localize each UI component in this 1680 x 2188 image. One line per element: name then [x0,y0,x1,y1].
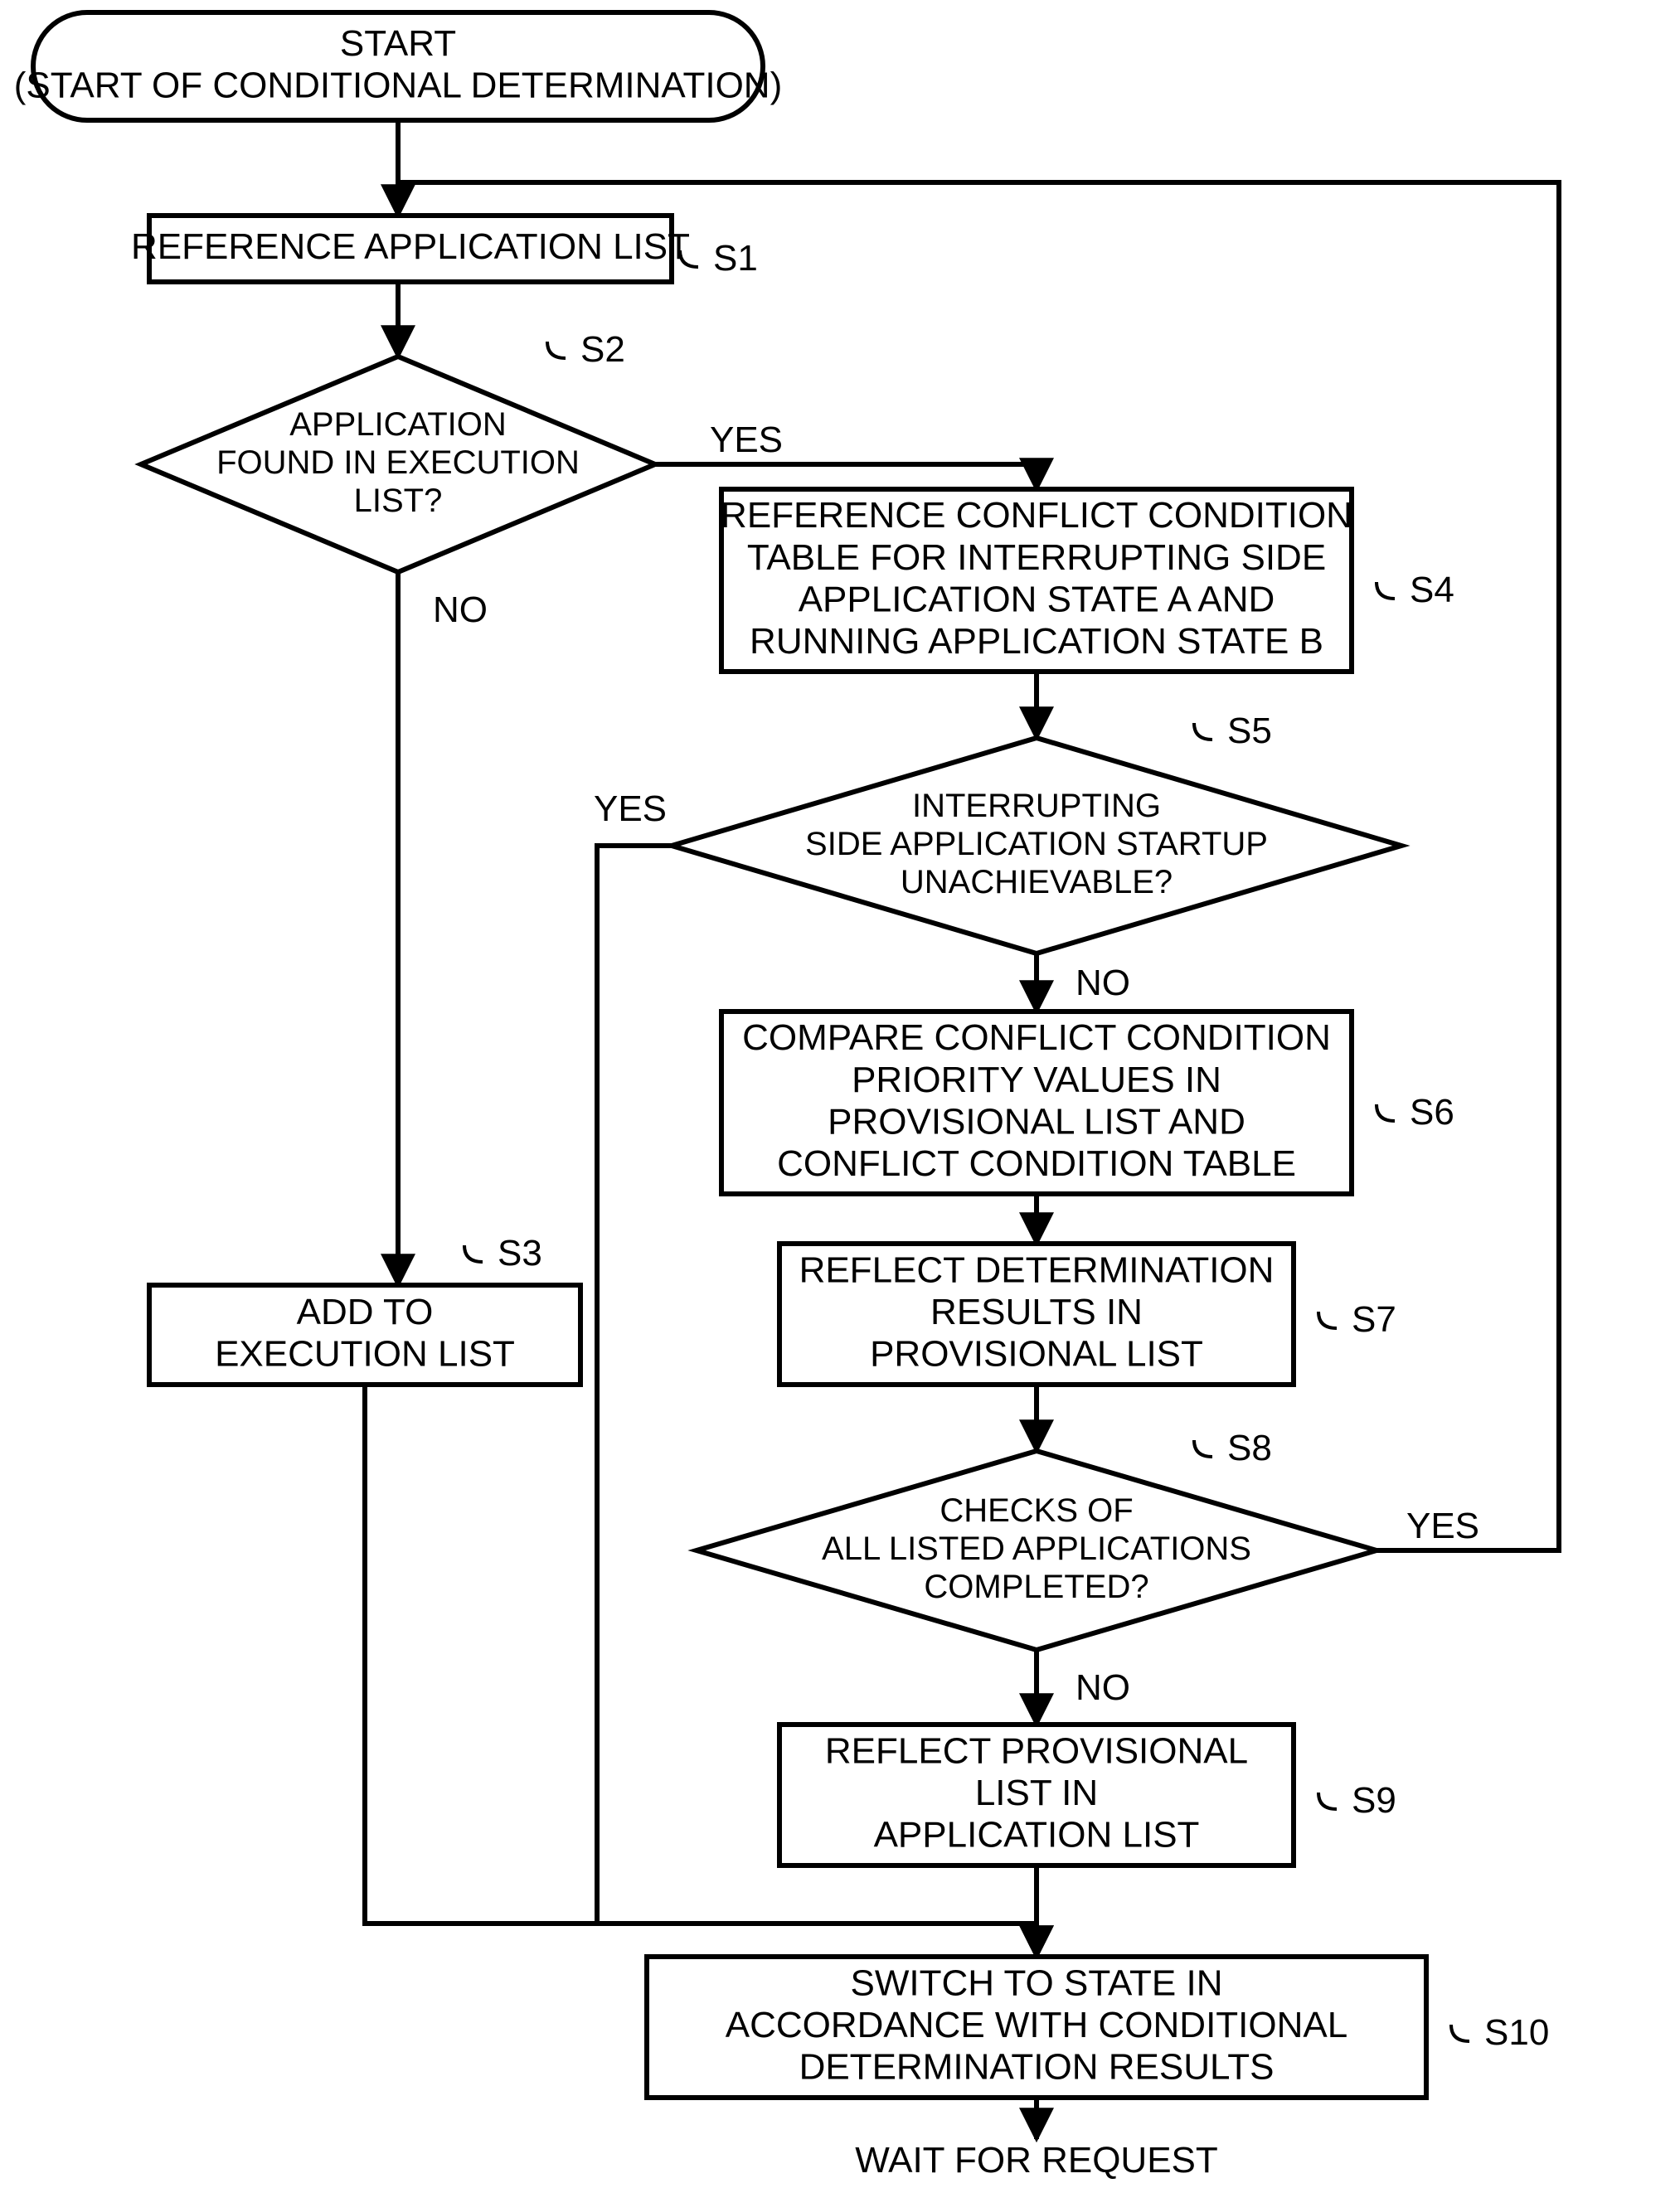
edge-label-s8_no: NO [1075,1667,1130,1708]
step-label-s5: S5 [1227,711,1272,751]
step-label-hook [1377,1104,1395,1121]
step-label-s6: S6 [1410,1092,1454,1133]
process-text-s4: REFERENCE CONFLICT CONDITIONTABLE FOR IN… [721,495,1352,662]
edge-label-s2_no: NO [433,589,488,630]
end-text: WAIT FOR REQUEST [855,2140,1218,2181]
step-label-s3: S3 [498,1233,542,1274]
step-label-s10: S10 [1484,2012,1549,2053]
step-label-s9: S9 [1352,1780,1396,1821]
process-text-s6: COMPARE CONFLICT CONDITIONPRIORITY VALUE… [742,1017,1331,1184]
flow-edge [655,464,1037,489]
edge-label-s5_no: NO [1075,963,1130,1003]
process-text-s1: REFERENCE APPLICATION LIST [131,226,690,267]
step-label-s4: S4 [1410,570,1454,610]
step-label-hook [1194,1440,1212,1457]
step-label-hook [1194,723,1212,740]
step-label-s7: S7 [1352,1299,1396,1340]
flow-edge [365,1385,597,1924]
step-label-s1: S1 [713,238,758,279]
edge-label-s8_yes: YES [1406,1506,1479,1546]
edge-label-s5_yes: YES [594,788,667,829]
step-label-hook [464,1245,483,1262]
step-label-hook [1451,2025,1469,2041]
step-label-hook [1318,1312,1337,1328]
step-label-s8: S8 [1227,1428,1272,1468]
edge-label-s2_yes: YES [710,420,783,460]
step-label-hook [1377,582,1395,599]
step-label-s2: S2 [580,329,625,370]
step-label-hook [1318,1793,1337,1809]
step-label-hook [547,342,566,358]
